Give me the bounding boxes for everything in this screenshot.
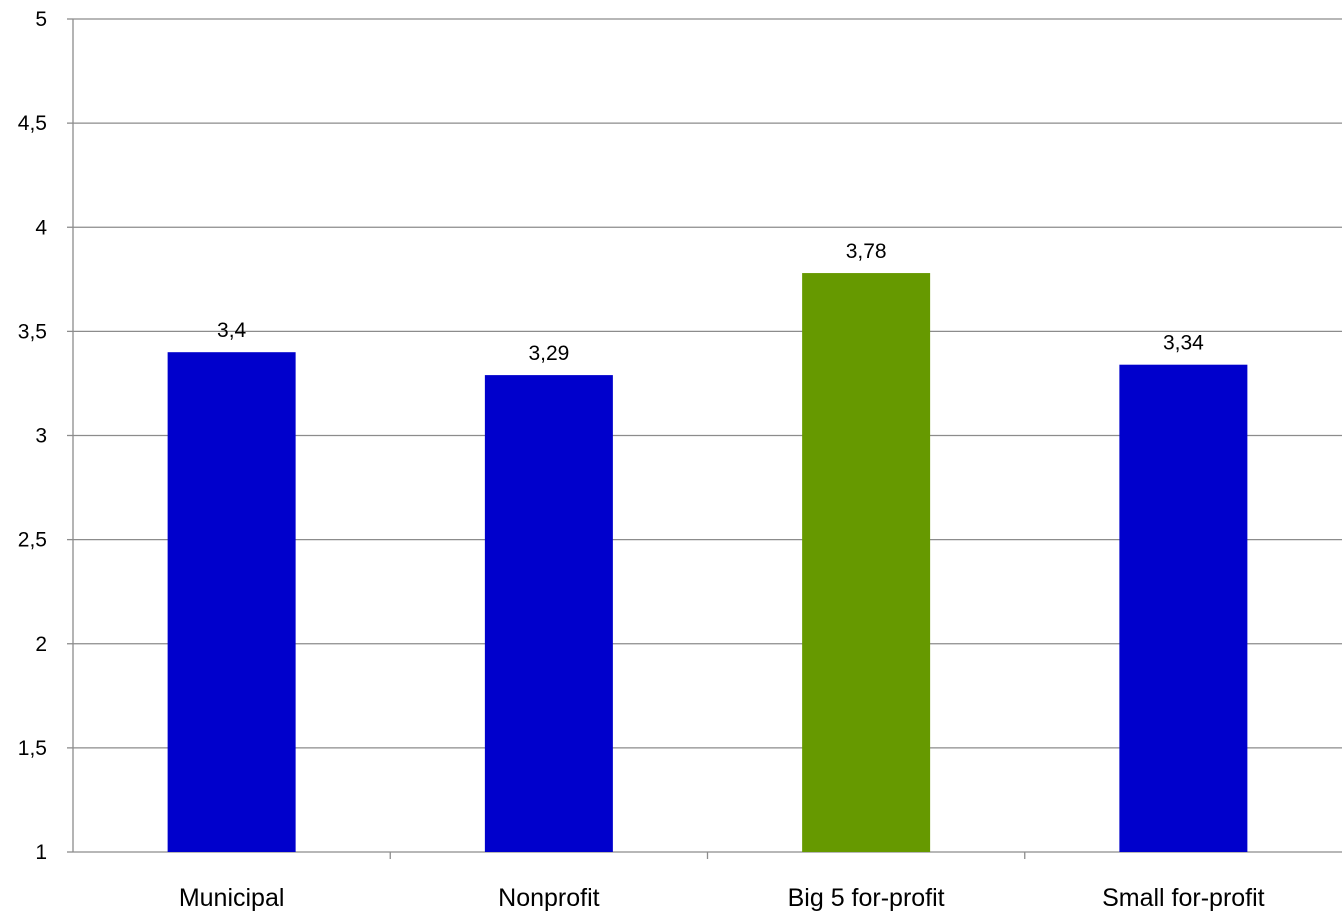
data-label: 3,78: [846, 240, 887, 263]
y-tick-label: 3: [35, 425, 47, 448]
bars: [167, 273, 1248, 852]
y-tick-label: 2: [35, 633, 47, 656]
y-tick-label: 4: [35, 216, 47, 239]
data-label: 3,34: [1163, 332, 1204, 355]
x-category-label: Big 5 for-profit: [788, 884, 945, 912]
bar-municipal: [167, 352, 296, 852]
data-label: 3,29: [528, 342, 569, 365]
y-tick-label: 1,5: [18, 737, 47, 760]
labels: 1 1,5 2 2,5 3 3,5 4 4,5 5 3,4 Municipal 3,29 Nonprof…: [18, 8, 1265, 912]
bar-big-5-for-profit: [802, 273, 931, 852]
y-tick-label: 5: [35, 8, 47, 31]
x-category-label: Small for-profit: [1102, 884, 1265, 912]
bar-nonprofit: [484, 375, 613, 852]
y-tick-label: 4,5: [18, 112, 47, 135]
x-category-label: Municipal: [179, 884, 285, 912]
bar-small-for-profit: [1119, 364, 1248, 852]
y-tick-label: 2,5: [18, 529, 47, 552]
data-label: 3,4: [217, 319, 247, 342]
y-tick-label: 1: [35, 841, 47, 864]
x-category-label: Nonprofit: [498, 884, 599, 912]
y-tick-label: 3,5: [18, 320, 47, 343]
